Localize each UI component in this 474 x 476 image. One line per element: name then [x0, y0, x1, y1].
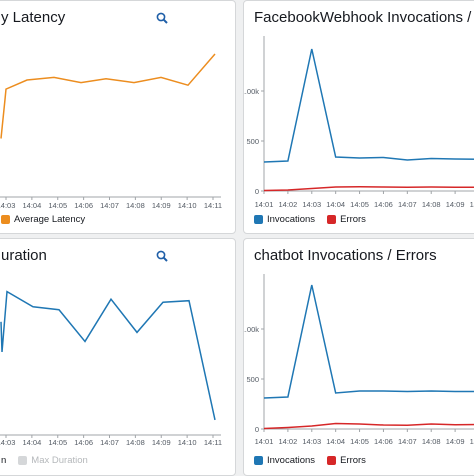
legend-label: n [1, 455, 7, 466]
y-tick-label: 500 [246, 375, 259, 384]
duration-chart: 14:03 14:04 14:05 14:06 14:07 14:08 14:09 14:10… [0, 290, 222, 447]
x-tick-label: 14:09 [446, 200, 465, 209]
legend-label: Invocations [267, 455, 316, 466]
x-tick-label: 14:04 [326, 200, 345, 209]
panel-facebook-webhook: FacebookWebhook Invocations / E 0 500 1.00… [243, 0, 474, 234]
legend: Average Latency [1, 214, 85, 225]
y-tick-label: 1.00k [243, 87, 259, 96]
x-tick-label: 14:06 [74, 201, 93, 210]
x-tick-label: 14:08 [126, 201, 145, 210]
x-tick-label: 14:09 [446, 437, 465, 446]
legend-item[interactable]: n [1, 455, 6, 466]
panel-chatbot: chatbot Invocations / Errors 0 500 1.00k 14… [243, 238, 474, 476]
latency-chart: 14:03 14:04 14:05 14:06 14:07 14:08 14:09 14:10… [0, 53, 222, 210]
x-tick-label: 14:05 [48, 201, 67, 210]
x-tick-label: 14:05 [350, 200, 369, 209]
series-line [263, 48, 474, 163]
zoom-icon[interactable] [156, 12, 168, 24]
x-tick-label: 14:09 [152, 201, 171, 210]
series-line [0, 53, 216, 139]
panel-title: chatbot Invocations / Errors [254, 247, 437, 264]
x-tick-label: 14:03 [302, 200, 321, 209]
legend: Invocations Errors [254, 455, 366, 466]
panel-title: uration [1, 247, 47, 264]
x-tick-label: 14:05 [350, 437, 369, 446]
x-tick-label: 14:08 [126, 438, 145, 447]
x-tick-label: 14:08 [422, 437, 441, 446]
legend: Invocations Errors [254, 214, 366, 225]
x-tick-label: 14:10 [178, 438, 197, 447]
zoom-icon[interactable] [156, 250, 168, 262]
x-tick-label: 14:07 [398, 200, 417, 209]
panel-latency: y Latency 14:03 14:04 14:05 14:06 14:07 14:08… [0, 0, 236, 234]
x-tick-label: 14:03 [302, 437, 321, 446]
x-tick-label: 14:03 [0, 201, 15, 210]
x-tick-label: 14:07 [398, 437, 417, 446]
x-tick-label: 14:04 [22, 201, 41, 210]
x-tick-label: 14:05 [48, 438, 67, 447]
legend-item[interactable]: Max Duration [18, 455, 88, 466]
y-tick-label: 500 [246, 137, 259, 146]
legend-swatch [254, 215, 263, 224]
x-tick-label: 14:02 [278, 437, 297, 446]
legend-swatch [1, 215, 10, 224]
panel-title: FacebookWebhook Invocations / E [254, 9, 474, 26]
legend-swatch [327, 215, 337, 224]
series-line [263, 422, 474, 430]
series-line [0, 290, 216, 421]
x-tick-label: 14:09 [152, 438, 171, 447]
x-tick-label: 14:06 [374, 200, 393, 209]
legend-item[interactable]: Errors [327, 455, 366, 466]
panel-duration: uration 14:0314:0414:0514:0614:0714:0814… [0, 238, 236, 476]
legend-label: Max Duration [31, 455, 88, 466]
facebook-webhook-chart: 0 500 1.00k 14:01 14:02 14:03 14:04 14:05 14:06 1… [243, 36, 474, 209]
legend-swatch [18, 456, 28, 465]
legend: n Max Duration [1, 455, 88, 466]
x-tick-label: 14:04 [22, 438, 41, 447]
legend-item[interactable]: Invocations [254, 455, 315, 466]
legend-item[interactable]: Average Latency [1, 214, 85, 225]
x-tick-label: 14:06 [74, 438, 93, 447]
x-tick-label: 14:07 [100, 438, 119, 447]
x-tick-label: 14:06 [374, 437, 393, 446]
legend-item[interactable]: Errors [327, 214, 366, 225]
x-tick-label: 14:10 [470, 437, 474, 446]
x-tick-label: 14:10 [470, 200, 474, 209]
x-tick-label: 14:01 [255, 437, 274, 446]
series-line [263, 186, 474, 192]
x-tick-label: 14:10 [178, 201, 197, 210]
y-tick-label: 1.00k [243, 325, 259, 334]
series-line [263, 284, 474, 399]
x-tick-label: 14:02 [278, 200, 297, 209]
y-tick-label: 0 [255, 425, 259, 434]
x-tick-label: 14:04 [326, 437, 345, 446]
legend-label: Errors [340, 214, 366, 225]
chatbot-chart: 0 500 1.00k 14:01 14:02 14:03 14:04 14:05 14:06 1… [243, 274, 474, 446]
x-tick-label: 14:03 [0, 438, 15, 447]
x-tick-label: 14:11 [204, 201, 222, 210]
legend-swatch [327, 456, 337, 465]
legend-swatch [254, 456, 263, 465]
x-tick-label: 14:08 [422, 200, 441, 209]
legend-label: Average Latency [14, 214, 86, 225]
legend-label: Errors [340, 455, 366, 466]
legend-item[interactable]: Invocations [254, 214, 315, 225]
x-tick-label: 14:11 [204, 438, 222, 447]
x-tick-label: 14:07 [100, 201, 119, 210]
legend-label: Invocations [267, 214, 316, 225]
y-tick-label: 0 [255, 187, 259, 196]
x-tick-label: 14:01 [255, 200, 274, 209]
panel-title: y Latency [1, 9, 66, 26]
